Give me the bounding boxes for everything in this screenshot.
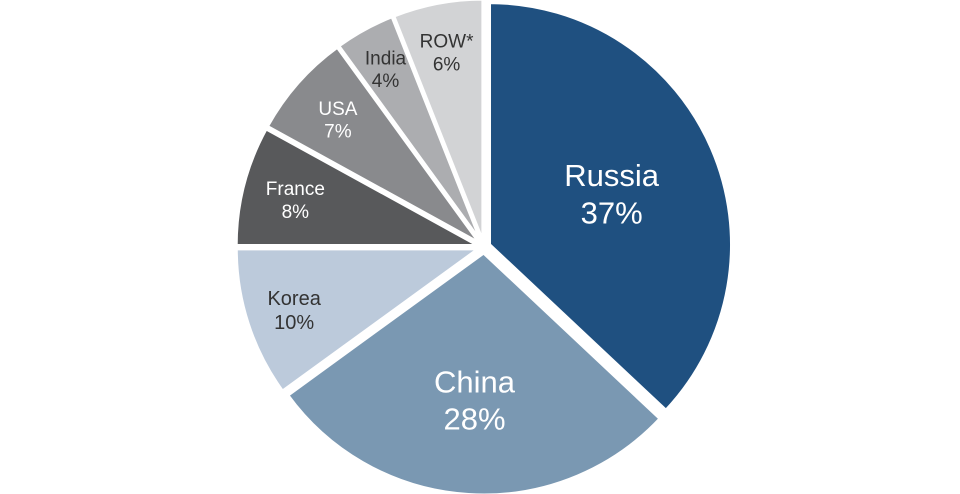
pie-slice-france [234,126,479,248]
slice-value-france: 8% [282,202,310,223]
slice-label-france: France [266,179,325,200]
pie-slice-usa [265,45,481,245]
slice-value-russia: 37% [581,195,643,230]
slice-label-row: ROW* [420,32,474,53]
slice-label-russia: Russia [564,158,660,193]
pie-slices [234,0,733,494]
slice-value-korea: 10% [274,312,314,334]
pie-slice-row [391,0,485,242]
slice-value-india: 4% [372,71,400,92]
pie-slice-russia [488,1,733,413]
slice-label-india: India [365,48,407,69]
slice-label-china: China [434,364,516,399]
slice-label-korea: Korea [267,288,321,310]
pie-slice-india [336,14,483,243]
slice-label-usa: USA [318,99,357,120]
pie-slice-korea [234,247,483,394]
slice-value-usa: 7% [324,122,352,143]
pie-slice-china [285,251,663,494]
slice-value-china: 28% [443,402,505,437]
slice-value-row: 6% [433,54,461,75]
